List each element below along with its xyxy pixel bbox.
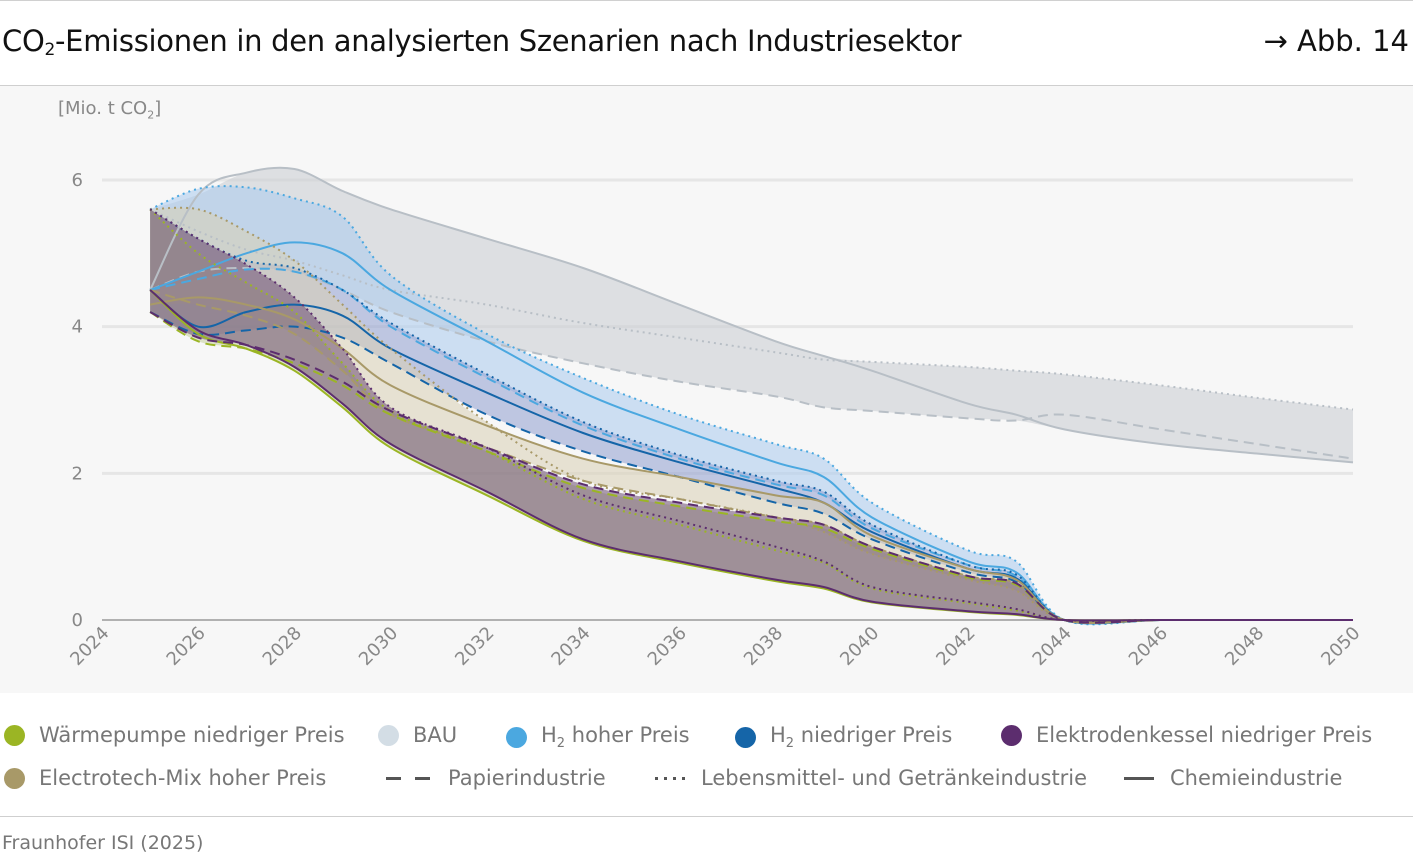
x-tick-labels: 2024 2026 2028 2030 2032 2034 2036 2038 2040 2042… xyxy=(66,623,1364,670)
legend-item-h2-hoch: H2 hoher Preis xyxy=(506,723,690,751)
legend-label: Wärmepumpe niedriger Preis xyxy=(39,723,345,747)
scenario-areas xyxy=(150,167,1354,625)
legend-label: Electrotech-Mix hoher Preis xyxy=(39,766,327,790)
series-line xyxy=(149,289,1353,624)
x-tick-label: 2034 xyxy=(547,623,594,670)
x-tick-label: 2038 xyxy=(740,623,787,670)
footer-divider xyxy=(0,816,1413,817)
series-line xyxy=(149,208,1353,625)
top-divider xyxy=(0,0,1413,1)
solid-line-icon xyxy=(1124,776,1154,780)
series-line xyxy=(150,206,1353,624)
legend-label: H2 hoher Preis xyxy=(541,723,690,752)
unit-text: [Mio. t CO xyxy=(58,98,148,119)
source-note: Fraunhofer ISI (2025) xyxy=(2,832,204,854)
x-tick-label: 2048 xyxy=(1221,623,1268,670)
emissions-chart: 2024 2026 2028 2030 2032 2034 2036 2038 2040 2042… xyxy=(66,166,1365,670)
series-line xyxy=(149,208,1353,622)
x-tick-label: 2026 xyxy=(163,623,210,670)
figure-reference: → Abb. 14 xyxy=(1263,24,1409,58)
legend-item-waermepumpe: Wärmepumpe niedriger Preis xyxy=(4,723,345,747)
legend-item-elektrodenkessel: Elektrodenkessel niedriger Preis xyxy=(1001,723,1372,747)
legend-label: H2 niedriger Preis xyxy=(770,723,953,752)
y-tick-label: 2 xyxy=(72,463,83,484)
legend-dot-icon xyxy=(378,724,399,746)
header-divider xyxy=(0,85,1413,86)
legend-dot-icon xyxy=(1001,724,1022,746)
x-tick-label: 2050 xyxy=(1317,623,1364,670)
legend-item-electrotech: Electrotech-Mix hoher Preis xyxy=(4,766,326,790)
x-tick-label: 2036 xyxy=(644,623,691,670)
x-tick-label: 2028 xyxy=(259,623,306,670)
legend-item-bau: BAU xyxy=(378,723,457,747)
title-text: -Emissionen in den analysierten Szenarie… xyxy=(55,24,962,58)
chart-title: CO2-Emissionen in den analysierten Szena… xyxy=(2,24,962,60)
unit-close: ] xyxy=(154,98,162,119)
legend-item-chemie: Chemieindustrie xyxy=(1124,766,1342,790)
scenario-area xyxy=(150,186,1354,625)
x-tick-label: 2046 xyxy=(1125,623,1172,670)
title-subscript: 2 xyxy=(44,40,56,60)
series-line xyxy=(149,166,1354,464)
dashed-line-icon xyxy=(386,776,430,780)
unit-sub: 2 xyxy=(147,108,155,122)
legend-dot-icon xyxy=(4,767,25,789)
series-line xyxy=(149,311,1353,624)
legend-item-h2-niedrig: H2 niedriger Preis xyxy=(735,723,952,751)
y-axis-unit: [Mio. t CO2] xyxy=(58,98,161,122)
scenario-area xyxy=(150,167,1354,463)
y-tick-label: 6 xyxy=(72,170,83,191)
x-tick-label: 2030 xyxy=(355,623,402,670)
scenario-area xyxy=(150,207,1354,623)
legend-dot-icon xyxy=(735,726,756,748)
x-tick-label: 2044 xyxy=(1029,623,1076,670)
y-tick-labels: 0 2 4 6 xyxy=(72,170,83,631)
legend-item-papier: Papierindustrie xyxy=(386,766,606,790)
y-tick-label: 0 xyxy=(72,610,83,631)
legend-label: Lebensmittel- und Getränkeindustrie xyxy=(701,766,1088,790)
series-line xyxy=(149,311,1353,624)
legend-label: BAU xyxy=(413,723,458,747)
y-tick-label: 4 xyxy=(72,317,83,338)
title-co: CO xyxy=(2,24,45,58)
legend-label: Papierindustrie xyxy=(448,766,606,790)
x-tick-label: 2040 xyxy=(836,623,883,670)
legend-dot-icon xyxy=(4,724,25,746)
legend-label: Elektrodenkessel niedriger Preis xyxy=(1036,723,1373,747)
legend-dot-icon xyxy=(506,726,527,748)
dotted-line-icon xyxy=(655,776,687,780)
legend-label: Chemieindustrie xyxy=(1170,766,1343,790)
x-tick-label: 2042 xyxy=(932,623,979,670)
series-line xyxy=(149,289,1353,622)
x-tick-label: 2032 xyxy=(451,623,498,670)
series-lines xyxy=(149,166,1354,626)
legend-item-lebensmittel: Lebensmittel- und Getränkeindustrie xyxy=(655,766,1087,790)
